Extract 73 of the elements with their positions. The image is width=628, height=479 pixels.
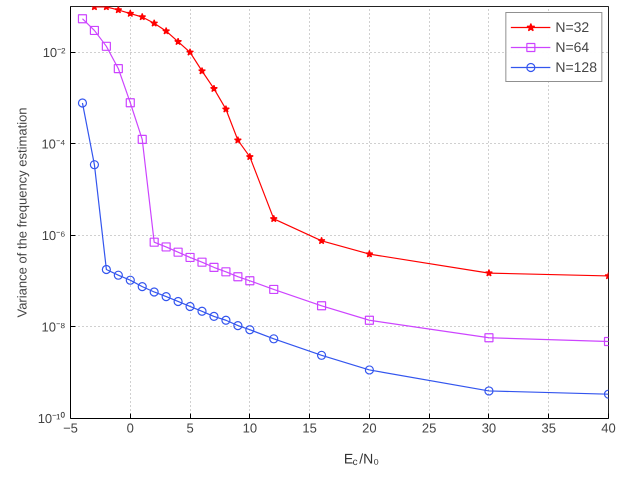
- point: [90, 160, 100, 170]
- point: [185, 302, 195, 312]
- point: [78, 98, 88, 108]
- point: [245, 276, 254, 286]
- point: [138, 134, 147, 144]
- point: [138, 12, 146, 20]
- point: [126, 98, 135, 108]
- point: [270, 214, 278, 222]
- point: [485, 269, 493, 277]
- point: [138, 282, 147, 292]
- point: [233, 272, 242, 282]
- point: [162, 242, 171, 252]
- point: [221, 267, 231, 276]
- point: [222, 105, 230, 113]
- point: [269, 284, 278, 294]
- point: [126, 9, 134, 18]
- point: [174, 38, 182, 46]
- point: [126, 276, 135, 285]
- x-tick-label: 30: [482, 420, 496, 436]
- point: [316, 301, 326, 310]
- point: [234, 136, 242, 144]
- point: [114, 6, 122, 14]
- point: [316, 350, 326, 360]
- x-tick-label: 5: [186, 420, 194, 436]
- point: [150, 238, 159, 247]
- point: [269, 334, 278, 344]
- point: [186, 48, 194, 56]
- point: [221, 316, 231, 325]
- point: [318, 236, 326, 244]
- point: [197, 258, 207, 267]
- legend-label: N=128: [555, 59, 597, 75]
- x-tick-label: 25: [422, 420, 436, 436]
- y-axis-title: Variance of the frequency estimation: [14, 107, 30, 318]
- point: [90, 26, 100, 36]
- point: [365, 250, 374, 258]
- point: [162, 27, 170, 35]
- y-tick-label: 10⁻²: [42, 44, 66, 60]
- point: [209, 262, 219, 272]
- y-tick-label: 10⁻⁸: [42, 319, 66, 334]
- x-tick-label: 40: [601, 420, 616, 436]
- point: [364, 316, 374, 325]
- point: [484, 386, 494, 396]
- point: [198, 66, 206, 74]
- point: [78, 14, 88, 24]
- point: [197, 306, 207, 316]
- point: [246, 152, 254, 160]
- point: [209, 312, 219, 321]
- point: [174, 248, 183, 257]
- x-tick-label: 35: [541, 420, 556, 436]
- point: [150, 287, 159, 297]
- point: [210, 84, 218, 92]
- x-tick-label: 20: [362, 420, 377, 436]
- point: [484, 333, 494, 342]
- point: [185, 252, 195, 262]
- legend-label: N=64: [555, 39, 590, 55]
- legend-label: N=32: [555, 19, 590, 35]
- point: [162, 292, 171, 302]
- x-tick-label: −5: [63, 420, 78, 436]
- point: [233, 321, 242, 330]
- y-tick-label: 10⁻⁴: [41, 136, 66, 152]
- point: [174, 296, 183, 306]
- x-tick-label: 15: [302, 420, 317, 436]
- point: [102, 264, 111, 274]
- x-tick-label: 0: [126, 420, 134, 436]
- x-tick-label: 10: [242, 420, 258, 436]
- point: [114, 270, 123, 280]
- point: [245, 325, 254, 334]
- y-tick-label: 10⁻¹⁰: [38, 411, 66, 426]
- point: [102, 42, 111, 51]
- point: [364, 365, 374, 375]
- y-tick-label: 10⁻⁶: [42, 228, 66, 243]
- point: [114, 64, 123, 74]
- point: [150, 19, 158, 27]
